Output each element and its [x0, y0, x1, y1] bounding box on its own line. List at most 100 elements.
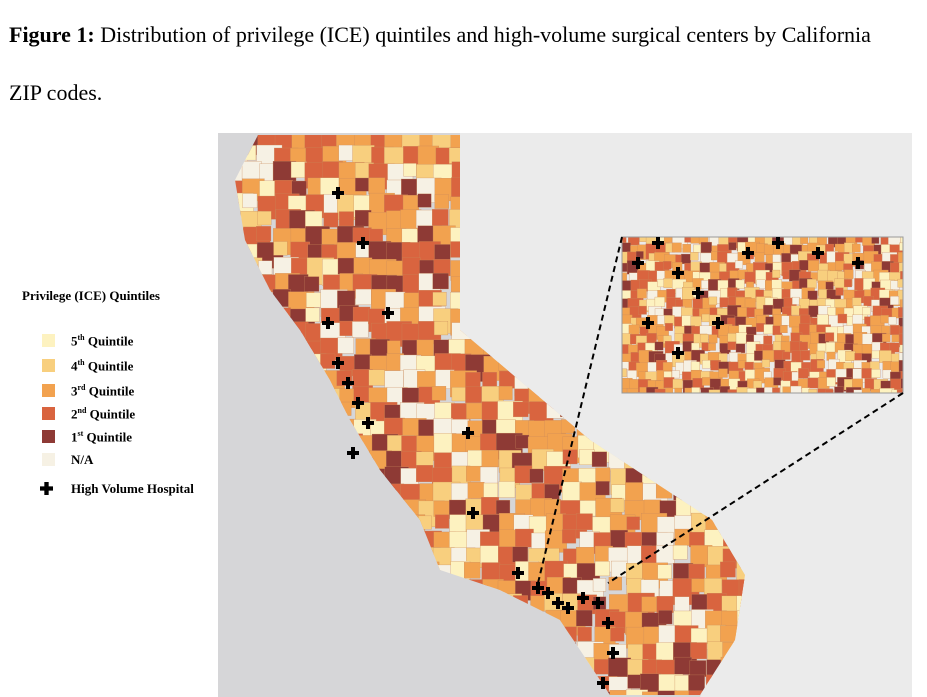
region [763, 324, 774, 335]
region [481, 562, 501, 581]
region [467, 482, 485, 499]
region [898, 262, 903, 277]
region [417, 145, 440, 168]
region [594, 659, 610, 675]
caption-text: Distribution of privilege (ICE) quintile… [9, 22, 871, 105]
region [692, 298, 704, 309]
caption: Figure 1: Distribution of privilege (ICE… [9, 6, 889, 122]
legend-label: 2nd Quintile [71, 406, 135, 422]
region [688, 690, 712, 695]
region [432, 273, 449, 290]
region [882, 333, 891, 342]
region [576, 547, 595, 566]
region [242, 193, 258, 209]
legend-text: 4 [71, 358, 78, 374]
region [338, 144, 355, 161]
region [354, 354, 372, 372]
region [663, 261, 672, 270]
region [862, 307, 871, 316]
region [871, 237, 880, 244]
region [763, 304, 774, 315]
region [851, 243, 861, 253]
region [512, 546, 529, 563]
legend-text: N/A [71, 452, 94, 467]
region [745, 334, 755, 343]
legend-title: Privilege (ICE) Quintiles [22, 288, 160, 303]
region [728, 242, 737, 251]
region [654, 296, 665, 307]
region [834, 386, 844, 393]
region [544, 484, 560, 500]
hospital-marker [812, 247, 824, 259]
region [688, 563, 705, 580]
region [416, 465, 434, 483]
region [402, 257, 421, 276]
hospital-marker [532, 582, 544, 594]
region [708, 334, 718, 344]
region [515, 528, 534, 548]
region [465, 372, 481, 388]
region [798, 368, 809, 379]
region [746, 388, 759, 393]
region [431, 386, 447, 401]
region [689, 531, 705, 548]
region [595, 467, 611, 483]
region [790, 385, 802, 393]
region [656, 545, 675, 564]
region [688, 674, 705, 692]
legend-text: 5 [71, 333, 78, 349]
region [735, 343, 746, 354]
region [663, 278, 674, 288]
region [782, 351, 791, 360]
region [449, 514, 468, 533]
legend-text: st [77, 429, 84, 438]
region [529, 468, 544, 483]
legend-text: rd [77, 383, 86, 392]
region [735, 332, 747, 344]
region [515, 434, 530, 449]
region [576, 513, 593, 530]
region [693, 244, 701, 253]
region [368, 177, 386, 195]
legend-text: Quintile [87, 358, 134, 374]
region [852, 314, 863, 325]
region [576, 609, 593, 627]
hospitals [322, 187, 864, 689]
region [898, 360, 903, 375]
region [808, 260, 820, 272]
region [625, 482, 644, 501]
region [674, 656, 693, 675]
region [682, 244, 691, 253]
hospital-marker [692, 287, 704, 299]
hospital-marker [467, 507, 479, 519]
region [807, 377, 819, 389]
region [562, 449, 578, 465]
region [701, 313, 710, 323]
region [899, 242, 903, 251]
region [337, 337, 354, 354]
region [691, 578, 705, 593]
region [779, 325, 788, 334]
hospital-marker [672, 267, 684, 279]
region [879, 388, 895, 393]
region [595, 481, 610, 496]
region [544, 548, 560, 563]
region [898, 352, 903, 365]
region [844, 269, 854, 279]
region [817, 314, 829, 327]
region [591, 451, 608, 467]
region [451, 387, 466, 402]
region [861, 388, 871, 393]
region [664, 323, 673, 331]
region [799, 350, 811, 361]
region [434, 244, 451, 261]
region [763, 244, 775, 255]
region [700, 387, 714, 393]
region [837, 313, 848, 324]
hospital-marker [362, 417, 374, 429]
hospital-marker [577, 592, 589, 604]
region [736, 387, 750, 393]
region [639, 387, 653, 393]
region [691, 594, 709, 612]
region [403, 163, 417, 177]
